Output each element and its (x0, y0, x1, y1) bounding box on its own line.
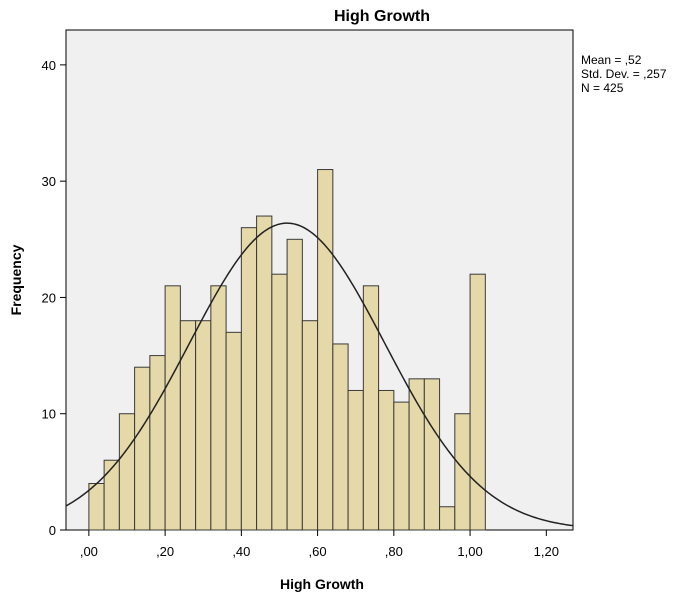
histogram-bar (240, 227, 258, 531)
chart-title: High Growth (334, 8, 430, 25)
histogram-bar (256, 215, 273, 531)
histogram-bar (88, 482, 105, 531)
histogram-bar (164, 285, 181, 531)
histogram-bar (134, 366, 151, 531)
histogram-bar (149, 355, 166, 531)
y-tick-label: 40 (42, 58, 56, 73)
histogram-bar (378, 389, 395, 531)
normal-curve (65, 222, 574, 527)
stats-mean: Mean = ,52 (581, 53, 642, 67)
histogram-bar (454, 413, 471, 531)
histogram-bar (195, 320, 212, 531)
stats-std-dev: Std. Dev. = ,257 (581, 67, 667, 81)
histogram-bar (179, 320, 197, 531)
x-tick-label: 1,20 (534, 544, 559, 559)
histogram-bar (301, 320, 319, 531)
x-tick-label: ,40 (232, 544, 250, 559)
x-axis-label: High Growth (280, 576, 364, 592)
y-axis-label: Frequency (8, 244, 24, 315)
histogram-bar (423, 378, 441, 531)
histogram-bar (347, 389, 364, 531)
axes-group: 0 10 20 30 40 ,00 ,20 ,40 ,60 ,80 1,00 1,20 (42, 58, 559, 559)
histogram-bar (362, 285, 380, 531)
y-tick-label: 20 (42, 290, 56, 305)
histogram-bar (317, 169, 334, 531)
x-tick-label: ,20 (156, 544, 174, 559)
x-tick-label: ,80 (385, 544, 403, 559)
histogram-bar (225, 331, 242, 531)
histogram-bar (103, 459, 120, 531)
histogram-bar (286, 238, 303, 531)
histogram-bar (469, 273, 486, 531)
y-tick-label: 0 (49, 523, 56, 538)
histogram-bar (271, 273, 288, 531)
histogram-bar (210, 285, 227, 531)
histogram-bar (393, 401, 410, 531)
y-tick-label: 10 (42, 407, 56, 422)
stats-n: N = 425 (581, 81, 624, 95)
histogram-bar (439, 506, 456, 531)
histogram-bar (332, 343, 349, 531)
histogram-bar (118, 413, 136, 531)
x-tick-label: ,60 (309, 544, 327, 559)
x-tick-label: 1,00 (457, 544, 482, 559)
y-tick-label: 30 (42, 174, 56, 189)
x-tick-label: ,00 (80, 544, 98, 559)
